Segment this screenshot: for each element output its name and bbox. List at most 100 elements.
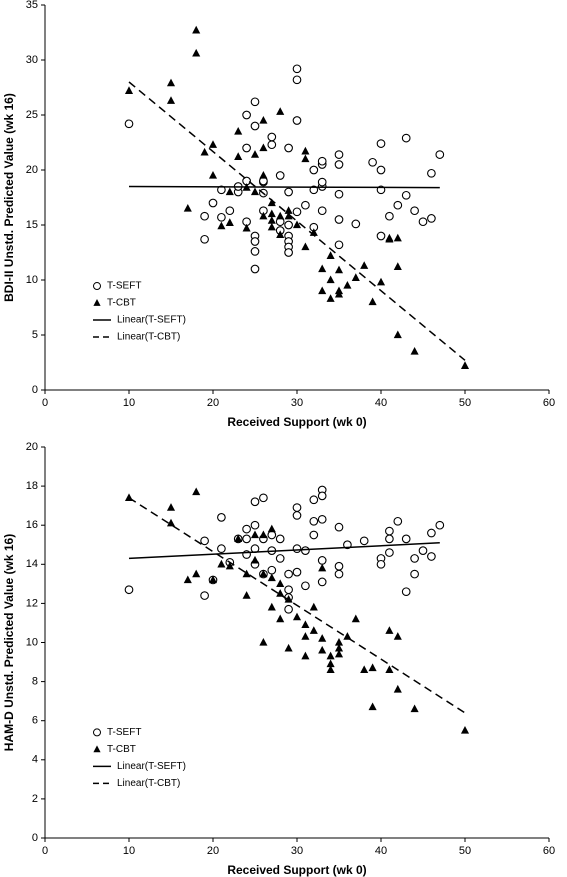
point [259, 143, 268, 152]
point [217, 513, 226, 522]
point [368, 663, 377, 672]
point [334, 649, 344, 658]
point [435, 520, 445, 530]
point [192, 487, 201, 496]
point [368, 297, 377, 306]
x-tick-label: 30 [291, 397, 303, 409]
point [284, 143, 293, 153]
point [427, 214, 436, 223]
point [334, 150, 344, 159]
point [250, 520, 260, 530]
point [360, 261, 369, 269]
y-axis-title: HAM-D Unstd. Predicted Value (wk 16) [2, 534, 16, 751]
x-tick-label: 20 [207, 397, 219, 409]
point [217, 559, 226, 568]
point [410, 554, 419, 563]
point [267, 132, 277, 142]
point [301, 651, 310, 660]
y-tick-label: 10 [26, 274, 38, 286]
point [317, 577, 327, 587]
point [242, 591, 251, 599]
point [234, 152, 243, 160]
point [200, 211, 209, 221]
point [376, 559, 386, 569]
point [301, 620, 310, 629]
point [259, 569, 268, 578]
x-tick-label: 0 [42, 845, 48, 857]
legend-label: Linear(T-SEFT) [117, 315, 186, 326]
x-tick-label: 60 [543, 397, 555, 409]
point [334, 240, 344, 250]
x-tick-label: 60 [543, 845, 555, 857]
legend-label: T-SEFT [107, 727, 141, 738]
x-tick-label: 30 [291, 845, 303, 857]
point [250, 264, 260, 274]
y-tick-label: 0 [32, 384, 38, 396]
y-tick-label: 35 [26, 0, 38, 11]
y-tick-label: 25 [26, 109, 38, 121]
point [334, 569, 344, 579]
x-tick-label: 10 [123, 397, 135, 409]
x-tick-label: 20 [207, 845, 219, 857]
point [276, 614, 285, 623]
point [267, 216, 276, 224]
point [166, 518, 176, 527]
legend-symbol [93, 745, 101, 753]
point [385, 534, 394, 544]
point [393, 516, 403, 526]
y-tick-label: 14 [26, 558, 38, 570]
point [276, 230, 285, 239]
point [267, 565, 277, 575]
point [360, 665, 369, 674]
point [250, 121, 260, 131]
legend-symbol [93, 299, 101, 306]
legend-label: Linear(T-SEFT) [117, 761, 186, 772]
point [309, 516, 319, 526]
point [309, 530, 319, 540]
x-axis-title: Received Support (wk 0) [227, 863, 366, 877]
point [284, 248, 293, 257]
point [385, 234, 394, 243]
point [385, 548, 394, 557]
point [376, 231, 386, 241]
point [318, 563, 327, 572]
point [318, 634, 327, 642]
y-axis-title: BDI-II Unstd. Predicted Value (wk 16) [2, 93, 16, 302]
point [309, 602, 318, 611]
y-tick-label: 18 [26, 480, 38, 492]
point [317, 491, 327, 501]
point [427, 528, 436, 538]
y-tick-label: 4 [32, 754, 38, 766]
point [343, 632, 352, 640]
point [401, 190, 411, 200]
point [317, 156, 327, 166]
point [301, 546, 310, 555]
point [250, 530, 260, 539]
point [376, 277, 386, 286]
point [183, 204, 192, 212]
point [326, 251, 335, 259]
point [276, 589, 285, 597]
point [309, 495, 319, 505]
point [242, 223, 251, 232]
chart: 0 2 4 6 8 10 12 14 16 18 20 0 10 20 30 40 50 60 Received S… [2, 441, 555, 877]
point [292, 544, 302, 554]
point [368, 702, 377, 711]
y-tick-label: 10 [26, 636, 38, 648]
point [393, 233, 402, 242]
point [183, 575, 192, 584]
point [276, 211, 285, 220]
point [275, 554, 285, 563]
point [318, 645, 327, 654]
point [225, 218, 234, 226]
y-tick-label: 20 [26, 164, 38, 176]
point [334, 286, 344, 295]
point [385, 526, 394, 536]
point [292, 64, 302, 74]
point [124, 119, 134, 129]
y-tick-label: 20 [26, 441, 38, 453]
point [259, 116, 268, 124]
point [208, 575, 218, 584]
point [200, 536, 209, 546]
